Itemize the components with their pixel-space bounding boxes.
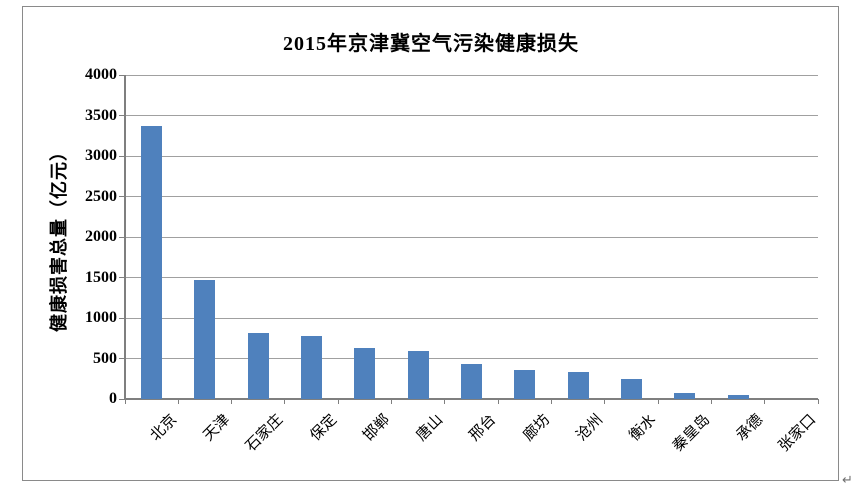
bar-4-邯郸[interactable] [354, 347, 376, 399]
bar-9-衡水[interactable] [620, 378, 642, 399]
y-tick-3500 [119, 115, 124, 116]
word-paragraph-return-mark: ↵ [842, 473, 853, 488]
bar-3-保定[interactable] [301, 335, 323, 399]
gridline-500 [125, 358, 818, 359]
x-tick-7 [497, 399, 499, 404]
gridline-1000 [125, 317, 818, 319]
y-tick-label-4000: 4000 [85, 66, 117, 83]
x-tick-4 [337, 399, 339, 404]
y-tick-500 [119, 358, 124, 359]
bar-7-廊坊[interactable] [514, 370, 536, 399]
x-tick-13 [817, 399, 819, 404]
x-tick-12 [764, 399, 766, 404]
y-tick-label-3000: 3000 [85, 147, 117, 164]
y-tick-label-1000: 1000 [85, 309, 117, 326]
y-tick-1000 [119, 317, 124, 319]
x-tick-label-5: 唐山 [413, 411, 447, 445]
y-tick-3000 [119, 155, 124, 157]
chart-title: 2015年京津冀空气污染健康损失 [283, 33, 579, 55]
x-tick-label-1: 天津 [200, 411, 234, 445]
x-tick-label-2: 石家庄 [243, 411, 287, 455]
y-tick-2000 [119, 236, 124, 238]
y-tick-label-500: 500 [93, 349, 117, 367]
x-tick-label-11: 承德 [733, 411, 767, 445]
chart-object-frame[interactable] [22, 6, 839, 481]
bar-6-邢台[interactable] [461, 364, 482, 399]
y-tick-label-0: 0 [109, 390, 117, 407]
bar-11-承德[interactable] [727, 395, 749, 399]
bar-2-石家庄[interactable] [247, 333, 269, 399]
x-tick-label-6: 邢台 [467, 411, 500, 445]
x-tick-8 [550, 399, 552, 404]
x-tick-label-7: 廊坊 [520, 411, 553, 445]
y-tick-1500 [119, 277, 124, 278]
x-tick-label-9: 衡水 [627, 411, 660, 445]
y-tick-label-1500: 1500 [85, 268, 117, 286]
x-tick-6 [444, 399, 446, 404]
y-tick-label-2000: 2000 [85, 228, 117, 245]
x-tick-5 [391, 399, 393, 404]
y-axis-line [124, 75, 126, 400]
x-tick-label-0: 北京 [147, 411, 180, 445]
y-tick-label-2500: 2500 [85, 187, 117, 205]
bar-10-秦皇岛[interactable] [674, 392, 696, 399]
x-tick-label-8: 沧州 [573, 411, 607, 445]
x-tick-9 [604, 399, 606, 404]
x-tick-1 [177, 399, 179, 404]
x-tick-3 [284, 399, 286, 404]
y-tick-0 [119, 398, 124, 400]
bar-0-北京[interactable] [141, 125, 163, 399]
x-axis-line [124, 398, 818, 400]
y-tick-label-3500: 3500 [85, 106, 117, 124]
gridline-2000 [125, 236, 818, 238]
gridline-4000 [125, 74, 818, 76]
bar-5-唐山[interactable] [407, 351, 429, 399]
x-tick-label-10: 秦皇岛 [669, 411, 713, 455]
x-tick-label-4: 邯郸 [360, 411, 394, 445]
gridline-2500 [125, 196, 818, 197]
gridline-3500 [125, 115, 818, 116]
x-tick-label-3: 保定 [307, 411, 340, 445]
bar-1-天津[interactable] [194, 280, 216, 399]
x-tick-11 [710, 399, 712, 404]
gridline-3000 [125, 155, 818, 157]
y-tick-2500 [119, 196, 124, 197]
x-tick-0 [124, 399, 126, 404]
y-tick-4000 [119, 74, 124, 76]
x-tick-2 [231, 399, 233, 404]
x-tick-label-12: 张家口 [776, 411, 820, 455]
gridline-1500 [125, 277, 818, 278]
bar-8-沧州[interactable] [567, 371, 589, 399]
x-tick-10 [657, 399, 659, 404]
